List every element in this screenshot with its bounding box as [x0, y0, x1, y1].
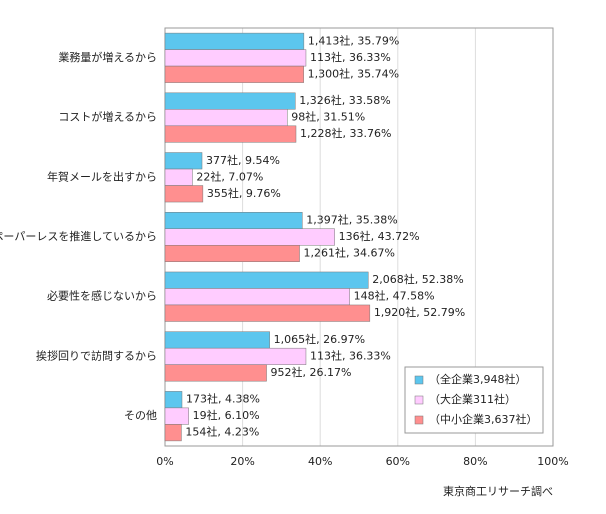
y-tick-label: 業務量が増えるから — [58, 50, 157, 64]
bar — [164, 125, 297, 143]
y-tick-label: その他 — [124, 409, 157, 422]
source-note: 東京商工リサーチ調べ — [443, 484, 553, 498]
bar — [164, 288, 350, 306]
y-tick-label: コストが増えるから — [58, 110, 157, 124]
value-label: 1,261社, 34.67% — [304, 246, 395, 260]
legend-label: （大企業311社） — [429, 392, 516, 406]
value-label: 1,300社, 35.74% — [308, 66, 399, 80]
y-tick-label: ペーパーレスを推進しているから — [0, 229, 157, 243]
bar — [164, 152, 203, 170]
bar — [164, 32, 305, 50]
y-tick-label: 年賀メールを出すから — [47, 169, 157, 183]
value-label: 1,065社, 26.97% — [274, 332, 365, 346]
x-tick-label: 100% — [537, 455, 568, 468]
value-label: 113社, 36.33% — [310, 348, 391, 362]
value-label: 377社, 9.54% — [206, 153, 280, 167]
legend-swatch — [414, 375, 424, 385]
bar — [164, 245, 300, 262]
value-label: 22社, 7.07% — [196, 169, 263, 183]
x-tick-label: 60% — [386, 455, 410, 468]
legend-swatch — [414, 415, 424, 425]
x-tick-label: 0% — [156, 455, 173, 468]
bar — [164, 65, 304, 83]
bar — [164, 407, 189, 425]
bar — [164, 304, 371, 322]
bar — [164, 424, 182, 442]
value-label: 136社, 43.72% — [339, 229, 420, 243]
legend-swatch — [414, 395, 424, 405]
value-label: 355社, 9.76% — [207, 186, 281, 200]
x-tick-label: 80% — [463, 455, 487, 468]
bar — [164, 228, 335, 246]
value-label: 1,413社, 35.79% — [308, 33, 399, 47]
value-label: 1,397社, 35.38% — [306, 213, 397, 227]
y-tick-label: 挨拶回りで訪問するから — [36, 348, 157, 362]
value-label: 19社, 6.10% — [193, 408, 260, 422]
x-tick-label: 20% — [230, 455, 254, 468]
value-label: 173社, 4.38% — [186, 392, 260, 406]
bar — [164, 109, 288, 127]
value-label: 1,920社, 52.79% — [374, 305, 465, 319]
value-label: 1,326社, 33.58% — [299, 93, 390, 107]
legend-box — [404, 366, 544, 434]
bar — [164, 364, 267, 382]
bar — [164, 212, 303, 229]
value-label: 98社, 31.51% — [291, 110, 365, 124]
bar — [164, 92, 296, 110]
bar — [164, 271, 369, 289]
value-label: 952社, 26.17% — [271, 365, 352, 379]
y-tick-label: 必要性を感じないから — [47, 289, 157, 303]
value-label: 2,068社, 52.38% — [372, 272, 463, 286]
x-tick-label: 40% — [308, 455, 332, 468]
legend-label: （全企業3,948社） — [429, 372, 527, 386]
value-label: 113社, 36.33% — [310, 50, 391, 64]
bar — [164, 185, 204, 203]
value-label: 154社, 4.23% — [185, 425, 259, 439]
bar — [164, 391, 183, 409]
value-label: 148社, 47.58% — [354, 289, 435, 303]
legend-label: （中小企業3,637社） — [429, 412, 538, 426]
bar — [164, 347, 307, 365]
bar — [164, 331, 270, 349]
value-label: 1,228社, 33.76% — [300, 126, 391, 140]
bar — [164, 49, 307, 67]
bar — [164, 168, 193, 186]
